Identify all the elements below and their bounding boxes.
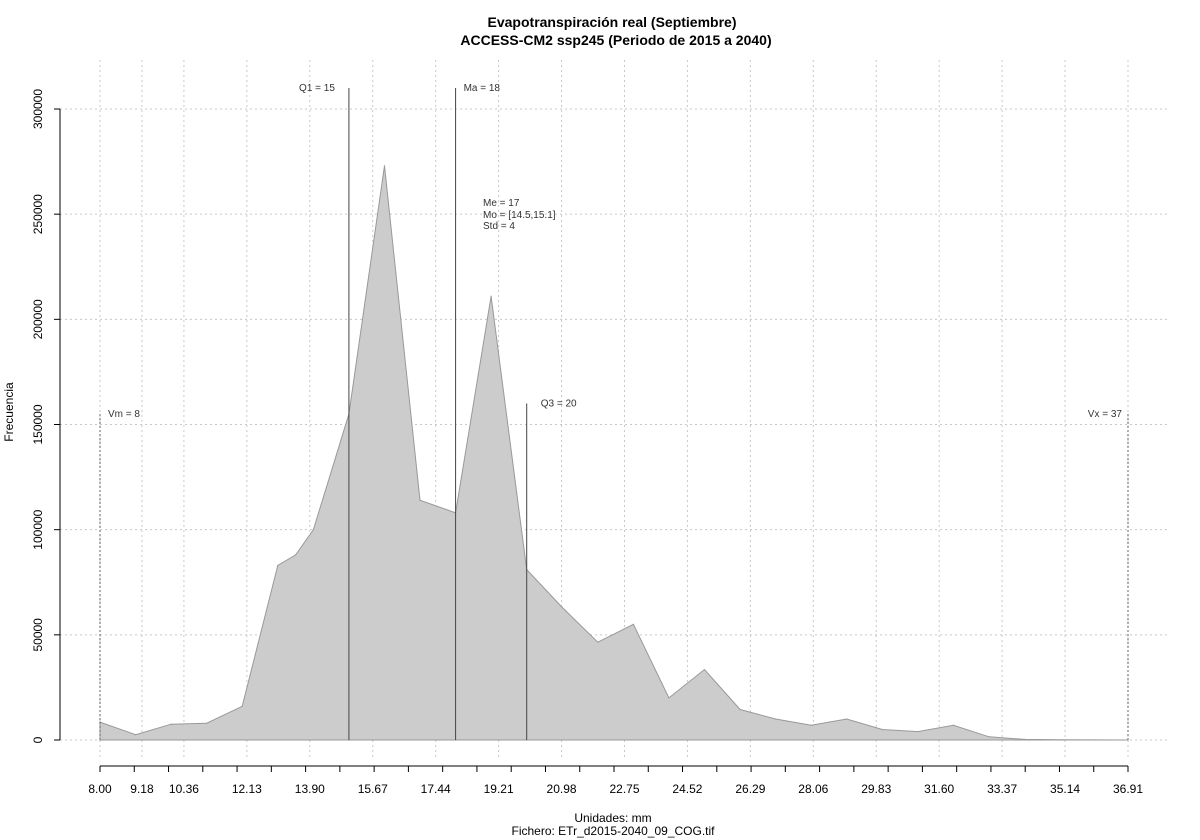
chart-caption: Fichero: ETr_d2015-2040_09_COG.tif xyxy=(512,824,716,838)
data-point xyxy=(988,736,990,738)
stats-box: Me = 17 Mo = [14.5,15.1] Std = 4 xyxy=(483,198,556,232)
x-axis-label: Unidades: mm xyxy=(574,811,651,825)
data-point xyxy=(597,641,599,643)
y-tick-label: 300000 xyxy=(31,89,45,129)
y-tick-label: 0 xyxy=(31,736,45,743)
x-tick-label: 35.14 xyxy=(1050,782,1080,796)
stat-label: Vx = 37 xyxy=(1088,409,1123,420)
data-point xyxy=(1023,738,1026,740)
y-tick-label: 200000 xyxy=(31,299,45,339)
x-tick-label: 19.21 xyxy=(484,782,514,796)
data-point xyxy=(952,724,955,726)
x-tick-label: 13.90 xyxy=(295,782,325,796)
data-point xyxy=(1059,739,1061,741)
chart-title: Evapotranspiración real (Septiembre) xyxy=(488,14,737,30)
data-point xyxy=(419,499,421,501)
data-point xyxy=(294,554,297,556)
y-tick-label: 250000 xyxy=(31,194,45,234)
x-tick-label: 10.36 xyxy=(169,782,199,796)
stats-mode: Mo = [14.5,15.1] xyxy=(483,210,556,221)
data-point xyxy=(846,718,848,720)
y-tick-label: 50000 xyxy=(31,618,45,652)
x-tick-label: 28.06 xyxy=(798,782,828,796)
data-point xyxy=(739,708,741,711)
data-point xyxy=(241,705,243,707)
data-point xyxy=(881,728,883,731)
x-tick-label: 15.67 xyxy=(358,782,388,796)
y-tick-label: 100000 xyxy=(31,509,45,549)
stat-label: Vm = 8 xyxy=(108,409,140,420)
x-tick-label: 9.18 xyxy=(130,782,154,796)
x-tick-label: 17.44 xyxy=(421,782,451,796)
data-point xyxy=(1095,739,1097,741)
x-tick-label: 8.00 xyxy=(88,782,112,796)
data-point xyxy=(134,734,137,736)
x-tick-label: 31.60 xyxy=(924,782,954,796)
data-point xyxy=(206,722,208,724)
data-point xyxy=(632,623,634,625)
x-tick-label: 33.37 xyxy=(987,782,1017,796)
y-axis-label: Frecuencia xyxy=(2,382,16,442)
data-point xyxy=(668,697,670,699)
data-point xyxy=(703,668,706,671)
x-tick-label: 22.75 xyxy=(609,782,639,796)
x-tick-label: 12.13 xyxy=(232,782,262,796)
data-point xyxy=(917,730,919,733)
stat-label: Ma = 18 xyxy=(464,83,501,94)
data-point xyxy=(383,165,386,167)
x-tick-label: 20.98 xyxy=(547,782,577,796)
stats-std: Std = 4 xyxy=(483,221,515,232)
data-point xyxy=(277,564,279,567)
stat-label: Q1 = 15 xyxy=(299,83,335,94)
stats-median: Me = 17 xyxy=(483,198,520,209)
stat-label: Q3 = 20 xyxy=(541,398,577,409)
axes: 0 50000 100000 150000 200000 250000 300000 8.00… xyxy=(31,89,1143,796)
data-point xyxy=(561,606,563,609)
x-tick-label: 29.83 xyxy=(861,782,891,796)
data-point xyxy=(170,723,172,725)
y-tick-label: 150000 xyxy=(31,404,45,444)
x-tick-label: 26.29 xyxy=(735,782,765,796)
data-point xyxy=(810,724,812,726)
chart-subtitle: ACCESS-CM2 ssp245 (Periodo de 2015 a 204… xyxy=(460,32,771,48)
x-tick-label: 24.52 xyxy=(672,782,702,796)
stat-markers: Vm = 8 Q1 = 15 Ma = 18 Q3 = 20 Vx = 37 xyxy=(99,83,1129,740)
data-point xyxy=(312,529,314,531)
data-point xyxy=(490,295,492,297)
x-tick-label: 36.91 xyxy=(1113,782,1143,796)
data-point xyxy=(775,718,777,720)
